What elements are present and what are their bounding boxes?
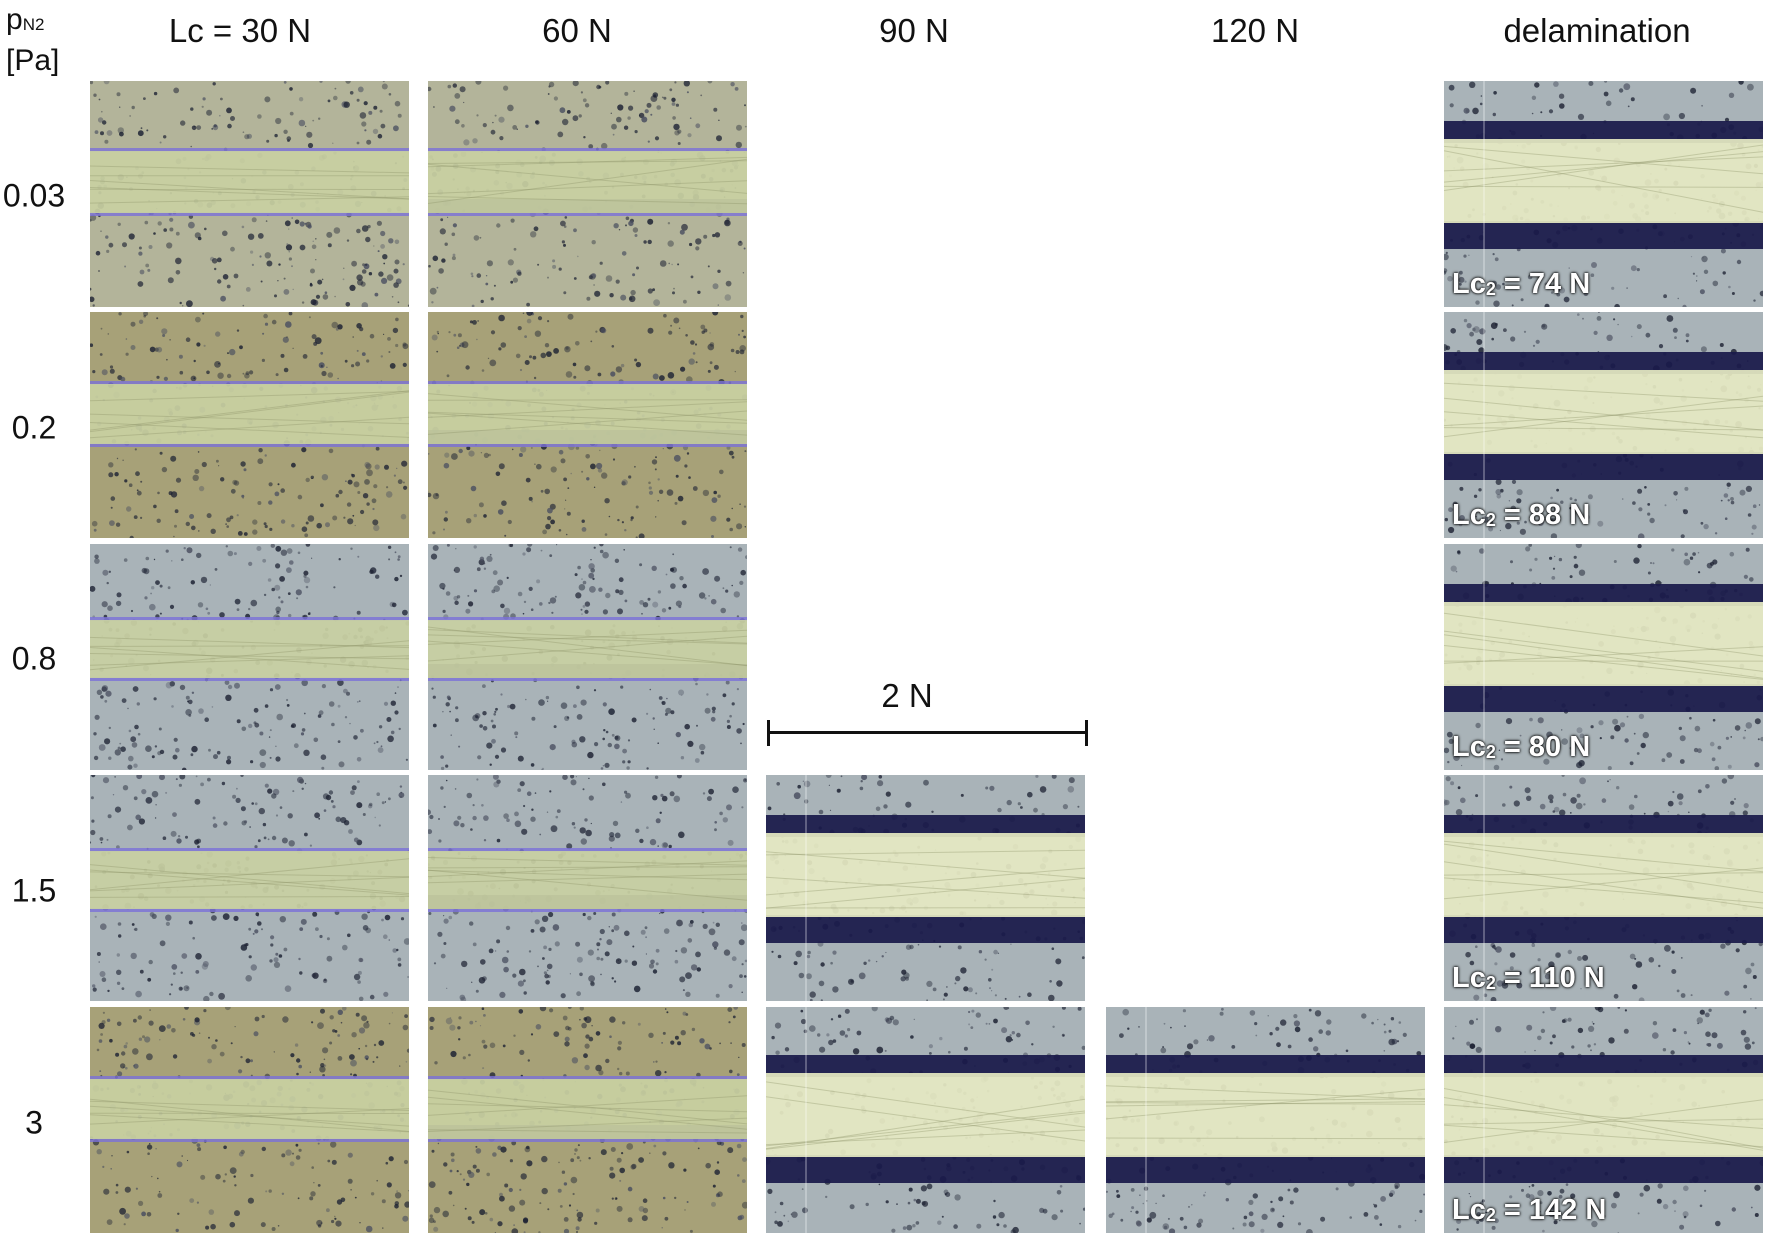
- critical-load-prefix: Lc: [1452, 962, 1486, 994]
- critical-load-value: = 88 N: [1495, 499, 1591, 531]
- micrograph-image: [1444, 775, 1763, 1001]
- micrograph-tile-r4-60n: [428, 775, 747, 1001]
- critical-load-label: Lc2 = 88 N: [1452, 499, 1590, 532]
- critical-load-value: = 80 N: [1495, 731, 1591, 763]
- critical-load-value: = 142 N: [1495, 1194, 1607, 1226]
- row-label-0-2: 0.2: [11, 409, 57, 446]
- micrograph-image: [766, 775, 1085, 1001]
- micrograph-image: [428, 775, 747, 1001]
- scale-bar-right-cap: [1085, 720, 1088, 746]
- critical-load-value: = 110 N: [1495, 962, 1605, 994]
- micrograph-tile-r4-delamination: Lc2 = 110 N: [1444, 775, 1763, 1001]
- micrograph-image: [428, 1007, 747, 1233]
- micrograph-tile-r3-lc30: [90, 544, 409, 770]
- micrograph-image: [428, 312, 747, 538]
- micrograph-tile-r5-120n: [1106, 1007, 1425, 1233]
- critical-load-subscript: 2: [1485, 973, 1496, 993]
- micrograph-tile-r3-60n: [428, 544, 747, 770]
- critical-load-subscript: 2: [1485, 510, 1496, 530]
- micrograph-image: [1444, 544, 1763, 770]
- micrograph-image: [90, 81, 409, 307]
- micrograph-tile-r1-lc30: [90, 81, 409, 307]
- micrograph-image: [90, 775, 409, 1001]
- column-header-120n: 120 N: [1210, 12, 1300, 49]
- critical-load-prefix: Lc: [1452, 268, 1486, 300]
- micrograph-tile-r1-delamination: Lc2 = 74 N: [1444, 81, 1763, 307]
- micrograph-image: [1444, 1007, 1763, 1233]
- y-axis-symbol: p: [6, 3, 23, 36]
- micrograph-image: [1444, 81, 1763, 307]
- critical-load-value: = 74 N: [1495, 268, 1591, 300]
- critical-load-label: Lc2 = 142 N: [1452, 1194, 1606, 1227]
- column-header-delamination: delamination: [1503, 12, 1691, 49]
- critical-load-prefix: Lc: [1452, 731, 1486, 763]
- micrograph-image: [1444, 312, 1763, 538]
- micrograph-tile-r5-lc30: [90, 1007, 409, 1233]
- micrograph-image: [90, 544, 409, 770]
- scale-bar-line: [767, 731, 1088, 734]
- micrograph-tile-r4-90n: [766, 775, 1085, 1001]
- critical-load-label: Lc2 = 110 N: [1452, 962, 1605, 995]
- micrograph-image: [1106, 1007, 1425, 1233]
- critical-load-prefix: Lc: [1452, 1194, 1486, 1226]
- micrograph-image: [90, 312, 409, 538]
- micrograph-tile-r5-90n: [766, 1007, 1085, 1233]
- micrograph-tile-r3-delamination: Lc2 = 80 N: [1444, 544, 1763, 770]
- row-label-0-8: 0.8: [11, 640, 57, 677]
- scale-bar-label: 2 N: [881, 677, 933, 714]
- y-axis-subscript: N2: [22, 15, 45, 34]
- row-label-0-03: 0.03: [2, 177, 66, 214]
- micrograph-tile-r5-60n: [428, 1007, 747, 1233]
- micrograph-tile-r2-lc30: [90, 312, 409, 538]
- critical-load-label: Lc2 = 74 N: [1452, 268, 1590, 301]
- y-axis-unit: [Pa]: [6, 44, 60, 77]
- micrograph-tile-r5-delamination: Lc2 = 142 N: [1444, 1007, 1763, 1233]
- micrograph-tile-r2-delamination: Lc2 = 88 N: [1444, 312, 1763, 538]
- column-header-lc30: Lc = 30 N: [168, 12, 312, 49]
- micrograph-image: [90, 1007, 409, 1233]
- micrograph-image: [428, 81, 747, 307]
- row-label-3: 3: [25, 1104, 43, 1141]
- column-header-90n: 90 N: [879, 12, 949, 49]
- micrograph-tile-r4-lc30: [90, 775, 409, 1001]
- critical-load-label: Lc2 = 80 N: [1452, 731, 1590, 764]
- scale-bar-left-cap: [767, 720, 770, 746]
- micrograph-image: [766, 1007, 1085, 1233]
- micrograph-tile-r1-60n: [428, 81, 747, 307]
- column-header-60n: 60 N: [542, 12, 612, 49]
- row-label-1-5: 1.5: [11, 872, 57, 909]
- critical-load-subscript: 2: [1485, 1205, 1496, 1225]
- critical-load-prefix: Lc: [1452, 499, 1486, 531]
- scale-bar: [767, 720, 1088, 746]
- micrograph-image: [428, 544, 747, 770]
- micrograph-tile-r2-60n: [428, 312, 747, 538]
- y-axis-title: pN2 [Pa]: [6, 2, 59, 79]
- critical-load-subscript: 2: [1485, 742, 1496, 762]
- critical-load-subscript: 2: [1485, 279, 1496, 299]
